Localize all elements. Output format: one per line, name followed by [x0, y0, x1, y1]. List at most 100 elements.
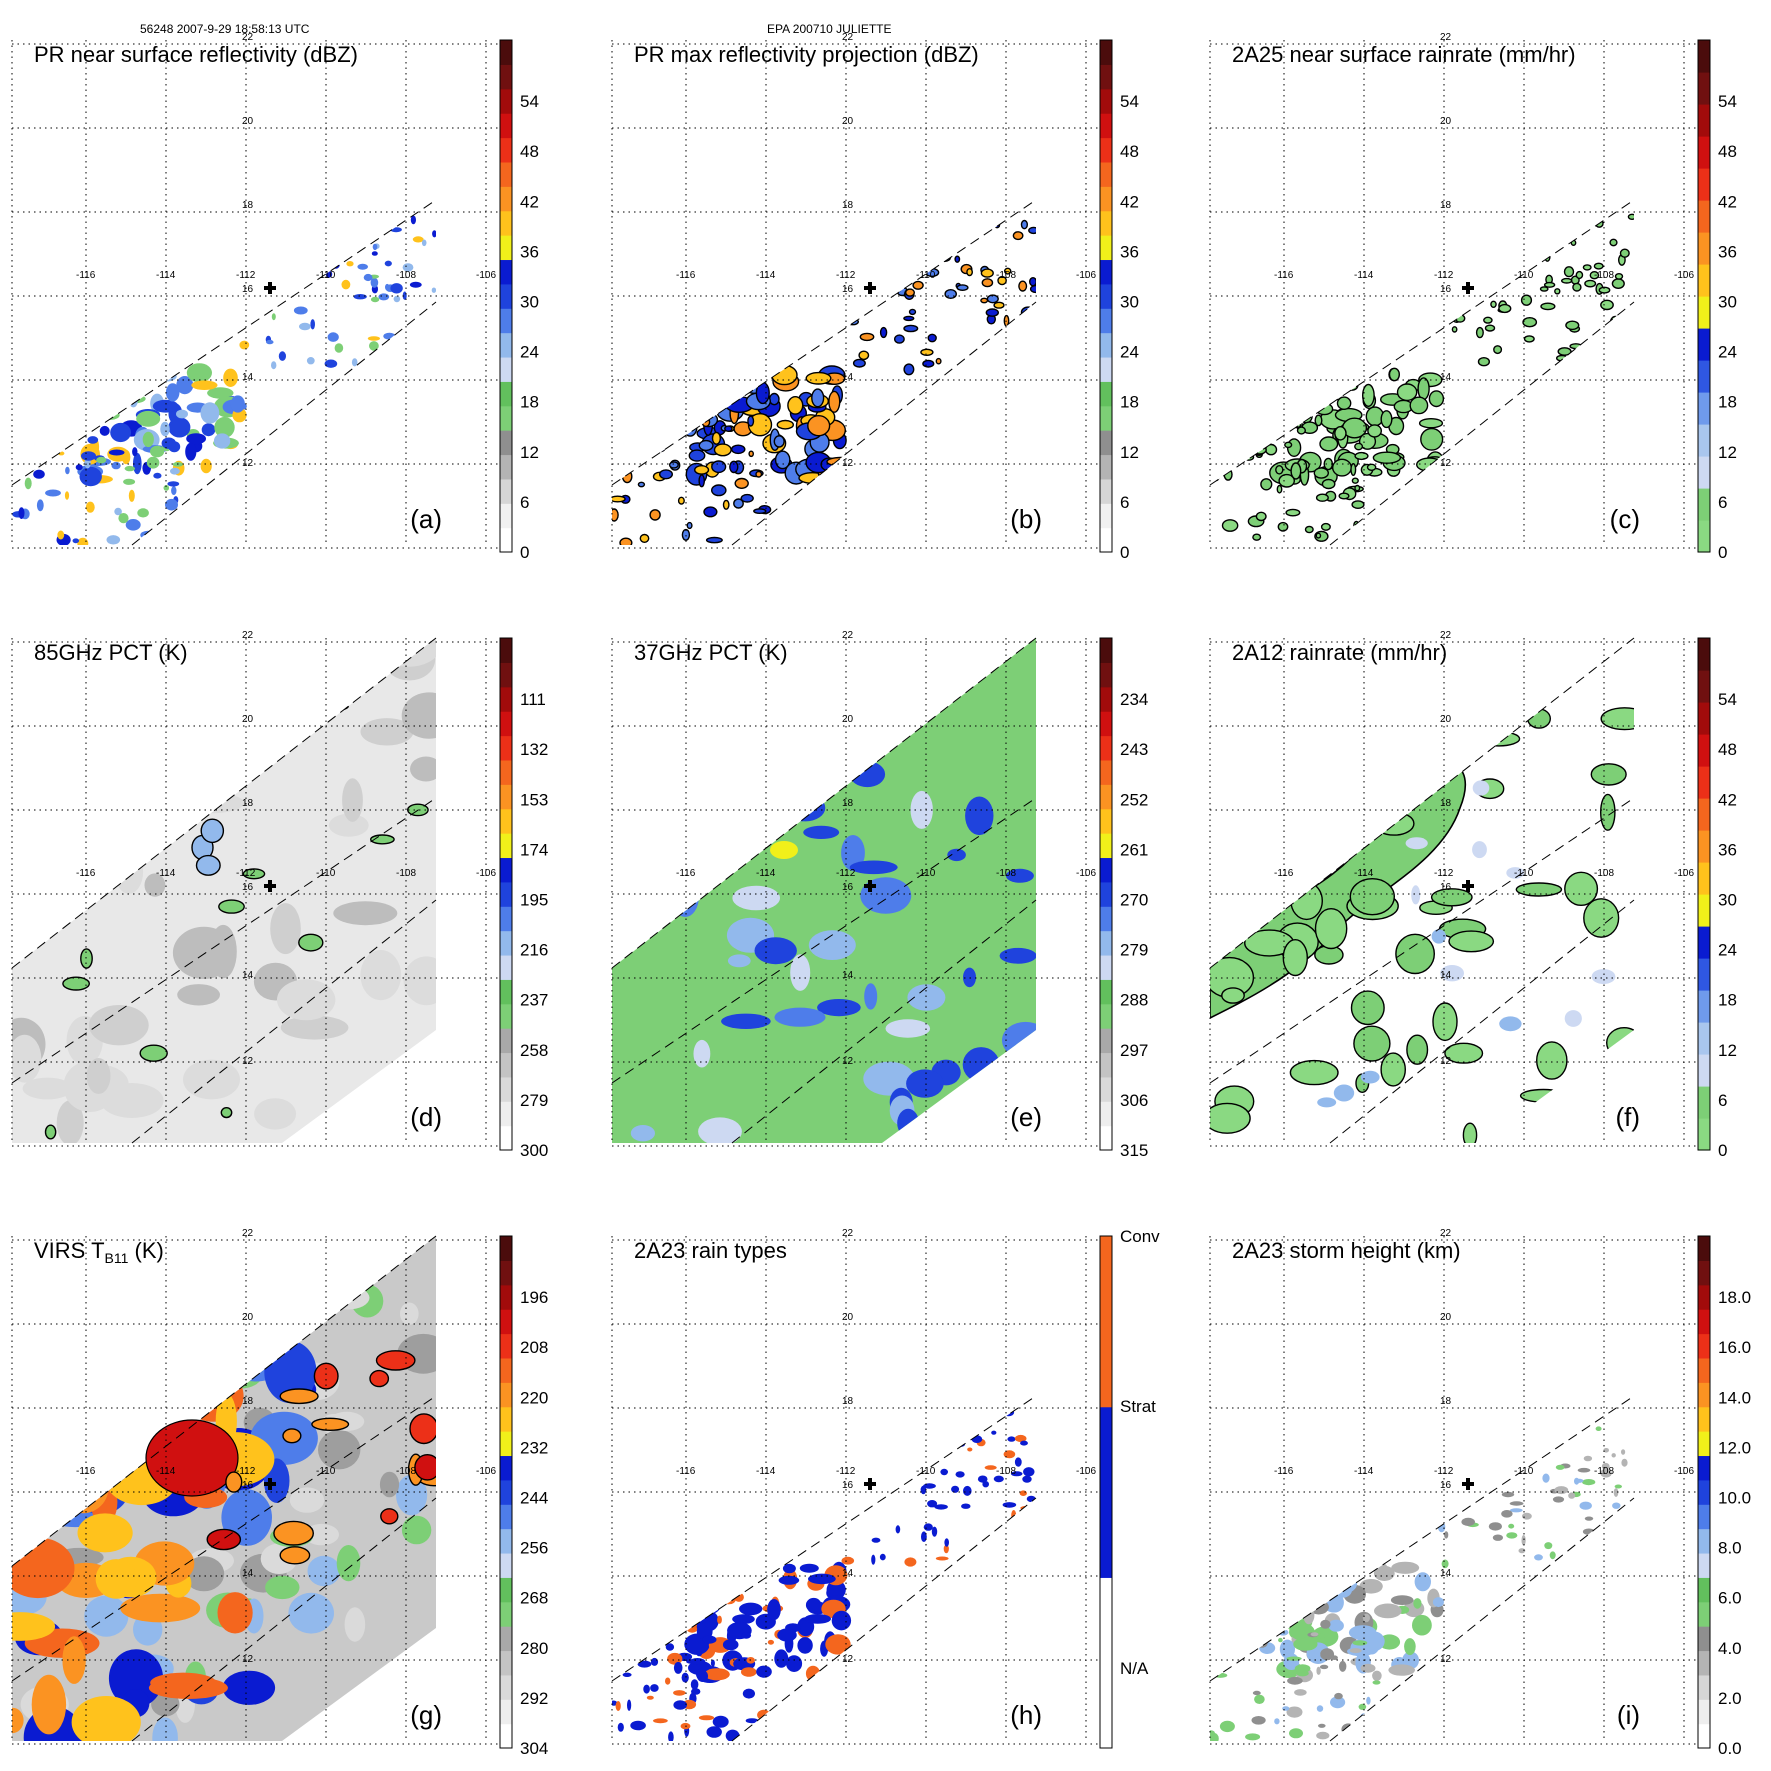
- colorbar-swatch: [1698, 862, 1710, 895]
- colorbar: 0 6 12 18 24 30 36 42 48 54: [499, 39, 539, 562]
- longitude-label: -106: [1674, 270, 1694, 281]
- field-cell: [1320, 1619, 1331, 1629]
- field-cell: [1388, 367, 1401, 382]
- field-cell: [120, 1593, 201, 1623]
- field-cell: [1361, 383, 1375, 407]
- longitude-label: -108: [1594, 1466, 1614, 1477]
- swath-edge-line: [611, 1395, 1037, 1682]
- field-cell: [56, 1100, 84, 1143]
- field-cell: [176, 376, 194, 395]
- colorbar-label: 216: [520, 941, 548, 960]
- field-cell: [903, 315, 915, 322]
- colorbar-label: 54: [520, 92, 539, 111]
- latitude-label: 14: [242, 372, 254, 383]
- colorbar-swatch: [1698, 296, 1710, 329]
- field-cell: [653, 1718, 668, 1724]
- colorbar-swatch: [1100, 235, 1112, 261]
- field-cell: [106, 535, 121, 545]
- field-cell: [831, 680, 844, 716]
- field-cell: [1304, 525, 1314, 534]
- field-cell: [383, 332, 396, 340]
- field-cell: [404, 362, 411, 372]
- field-cell: [136, 410, 161, 427]
- colorbar-swatch: [1100, 308, 1112, 334]
- field-cell: [746, 798, 763, 820]
- field-cell: [13, 1452, 31, 1479]
- colorbar-swatch: [1100, 1125, 1112, 1151]
- colorbar-label: 36: [520, 242, 539, 261]
- field-cell: [1026, 325, 1034, 331]
- field-cell: [1283, 404, 1311, 417]
- colorbar-label: 8.0: [1718, 1539, 1742, 1558]
- colorbar-frame: [1099, 1235, 1113, 1749]
- colorbar-swatch: [500, 1357, 512, 1383]
- field-cell: [622, 1672, 632, 1677]
- latitude-label: 16: [242, 284, 254, 295]
- latitude-label: 16: [1440, 882, 1452, 893]
- field-cell: [1286, 1706, 1303, 1718]
- field-cell: [730, 1560, 755, 1576]
- field-cell: [646, 1695, 654, 1700]
- field-cell: [12, 1281, 43, 1312]
- colorbar-swatch: [500, 259, 512, 285]
- field-cell: [201, 423, 216, 437]
- colorbar-label: 261: [1120, 840, 1148, 859]
- field-cell: [774, 450, 791, 470]
- field-cell: [71, 1696, 141, 1741]
- colorbar-swatch: [1698, 1054, 1710, 1087]
- colorbar-swatch: [500, 210, 512, 236]
- panel-e: -116 -114 -112 -110 -108 -106 22 20 18 16 14 12 37GH…: [611, 630, 1148, 1160]
- field-cell: [1308, 1599, 1329, 1615]
- colorbar-swatch: [1100, 1577, 1112, 1749]
- field-cell: [863, 1061, 915, 1096]
- colorbar-swatch: [1100, 881, 1112, 907]
- latitude-label: 14: [842, 970, 854, 981]
- field-cell: [1522, 1512, 1532, 1520]
- colorbar-label: 243: [1120, 740, 1148, 759]
- colorbar-label: 18: [520, 393, 539, 412]
- field-cell: [1023, 1467, 1035, 1477]
- field-cell: [908, 686, 935, 705]
- field-cell: [627, 450, 644, 463]
- field-cell: [165, 383, 180, 402]
- field-cell: [282, 1428, 302, 1444]
- field-cell: [227, 1260, 266, 1304]
- field-cell: [18, 1407, 71, 1443]
- field-cell: [1559, 365, 1572, 372]
- colorbar-label: 4.0: [1718, 1639, 1742, 1658]
- field-cell: [1461, 1517, 1475, 1526]
- field-cell: [327, 332, 339, 342]
- colorbar-swatch: [1698, 1086, 1710, 1119]
- field-cell: [213, 433, 231, 449]
- field-cell: [95, 1559, 137, 1599]
- field-cell: [612, 508, 619, 522]
- field-cell: [124, 465, 135, 472]
- field-cell: [1018, 280, 1028, 292]
- field-cell: [1317, 1097, 1337, 1108]
- field-cell: [1477, 731, 1521, 747]
- field-cell: [1509, 1508, 1523, 1513]
- field-cell: [98, 410, 120, 420]
- swath-edge-line: [11, 199, 437, 486]
- field-cell: [1462, 1122, 1478, 1143]
- latitude-label: 18: [1440, 200, 1452, 211]
- field-cell: [1322, 809, 1359, 836]
- field-cell: [944, 288, 958, 299]
- field-cell: [999, 947, 1036, 964]
- field-cell: [903, 324, 919, 333]
- colorbar-label: 42: [1718, 192, 1737, 211]
- colorbar-swatch: [1100, 638, 1112, 663]
- field-cell: [1501, 1491, 1515, 1498]
- field-cell: [722, 689, 749, 723]
- field-cell: [852, 358, 866, 368]
- field-cell: [630, 1720, 646, 1731]
- field-cell: [172, 926, 235, 979]
- field-cell: [897, 1108, 919, 1138]
- field-cell: [690, 1679, 699, 1690]
- field-cell: [393, 295, 401, 303]
- field-cell: [790, 954, 811, 991]
- colorbar-label: 24: [1120, 343, 1139, 362]
- field-cell: [128, 489, 135, 502]
- longitude-label: -108: [996, 1466, 1016, 1477]
- longitude-label: -110: [916, 270, 936, 281]
